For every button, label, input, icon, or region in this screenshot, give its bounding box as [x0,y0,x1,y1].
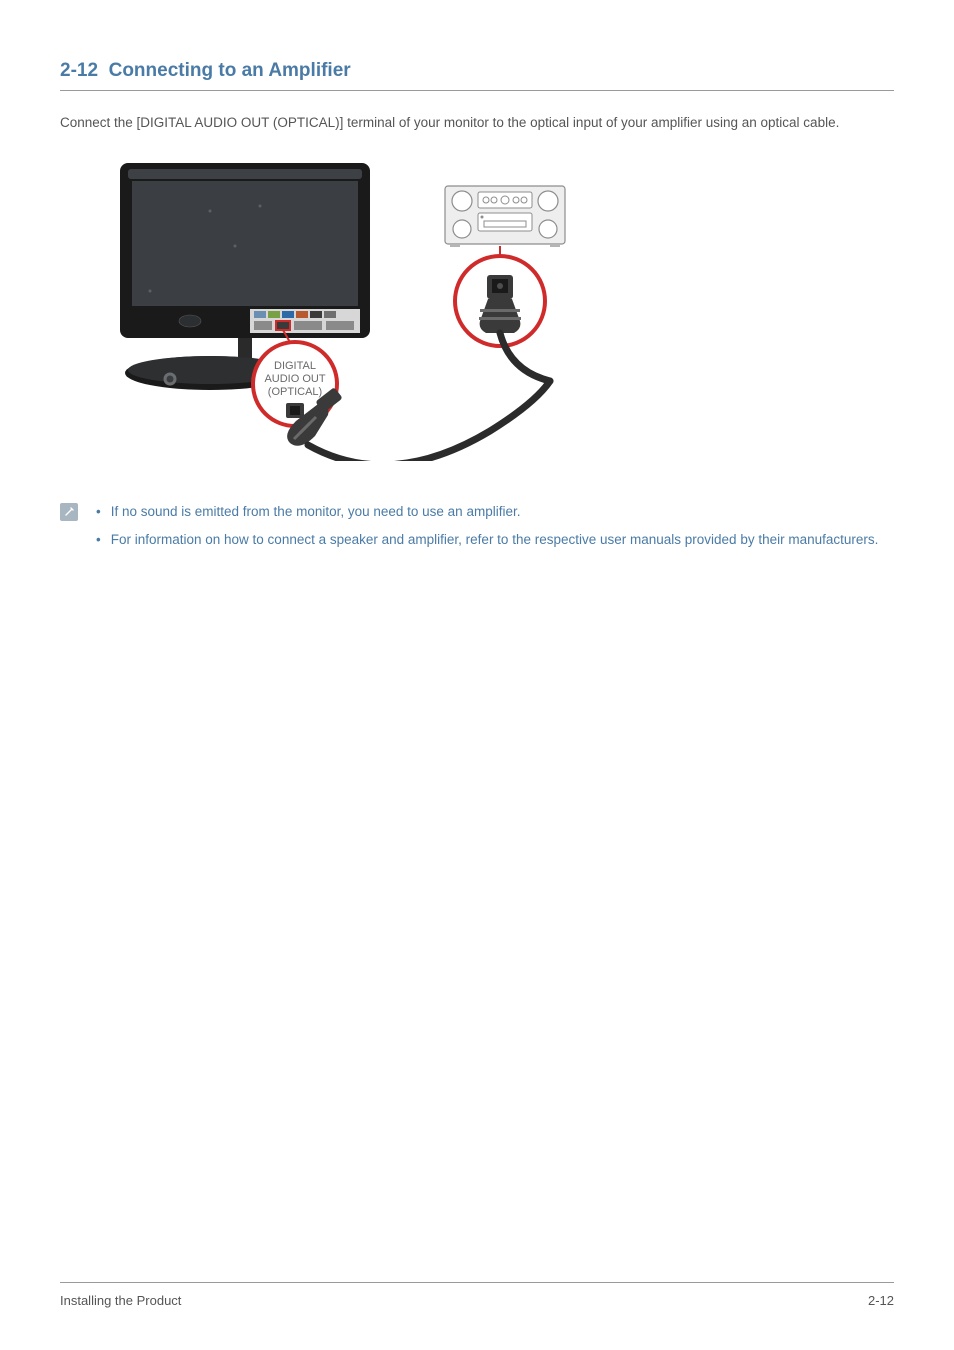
port-label-line3: (OPTICAL) [268,386,322,398]
section-heading: 2-12 Connecting to an Amplifier [60,60,894,91]
list-item: • If no sound is emitted from the monitor… [96,502,894,523]
port-label-line2: AUDIO OUT [264,373,325,385]
connection-diagram: DIGITAL AUDIO OUT (OPTICAL) [90,151,590,466]
note-icon [60,503,78,521]
intro-paragraph: Connect the [DIGITAL AUDIO OUT (OPTICAL)… [60,113,894,133]
note-text: For information on how to connect a spea… [111,530,879,551]
section-number: 2-12 [60,60,98,81]
amplifier-port-callout [455,246,550,381]
note-block: • If no sound is emitted from the monitor… [60,502,894,560]
bullet-icon: • [96,530,101,551]
monitor [120,163,370,390]
page: 2-12 Connecting to an Amplifier Connect … [0,0,954,1350]
page-footer: Installing the Product 2-12 [60,1282,894,1308]
port-label-line1: DIGITAL [274,360,316,372]
bullet-icon: • [96,502,101,523]
amplifier [445,186,565,247]
footer-right: 2-12 [868,1293,894,1308]
footer-left: Installing the Product [60,1293,181,1308]
section-title: Connecting to an Amplifier [109,60,351,81]
list-item: • For information on how to connect a spe… [96,530,894,551]
diagram-svg: DIGITAL AUDIO OUT (OPTICAL) [90,151,590,461]
note-list: • If no sound is emitted from the monitor… [96,502,894,560]
note-text: If no sound is emitted from the monitor,… [111,502,521,523]
